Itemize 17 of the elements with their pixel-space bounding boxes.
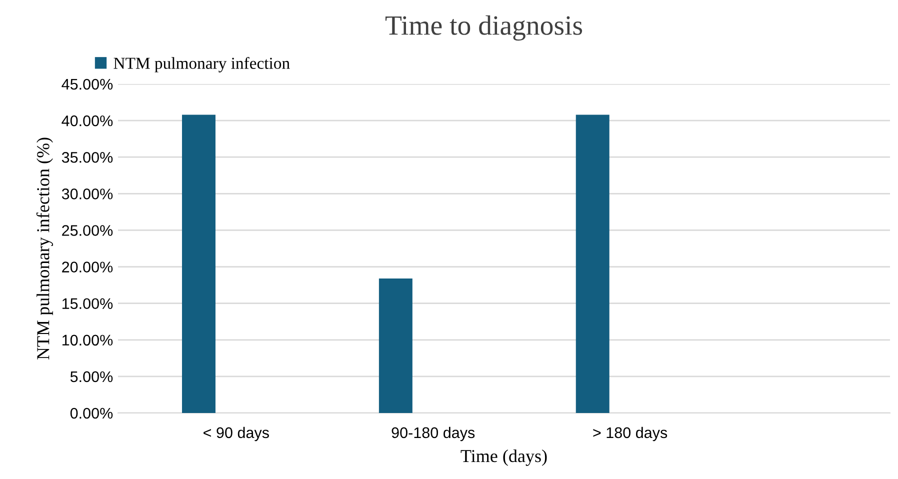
x-tick-label: > 180 days (593, 426, 668, 442)
y-axis-title: NTM pulmonary infection (%) (36, 138, 53, 360)
x-tick-label: 90-180 days (392, 426, 475, 442)
y-tick-label: 0.00% (70, 408, 113, 419)
x-tick-label: < 90 days (204, 426, 269, 442)
y-tick-label: 30.00% (62, 188, 113, 200)
y-tick-label: 10.00% (62, 334, 113, 346)
x-axis-title: Time (days) (460, 449, 547, 466)
chart-title: Time to diagnosis (385, 15, 582, 41)
legend-label: NTM pulmonary infection (114, 57, 290, 72)
y-tick-label: 5.00% (70, 371, 113, 382)
y-tick-label: 40.00% (62, 115, 113, 126)
y-tick-label: 45.00% (62, 78, 113, 90)
y-tick-label: 25.00% (62, 225, 113, 236)
y-tick-label: 20.00% (62, 262, 113, 272)
y-tick-label: 15.00% (62, 298, 113, 310)
y-tick-label: 35.00% (62, 152, 113, 163)
